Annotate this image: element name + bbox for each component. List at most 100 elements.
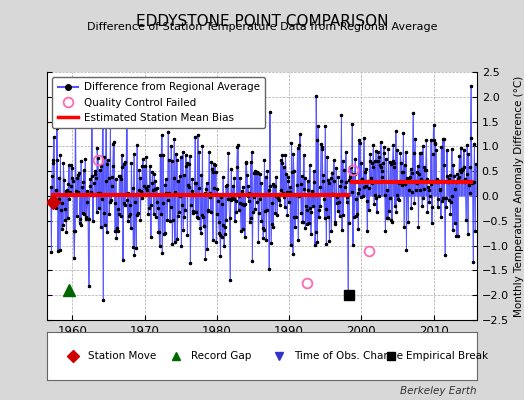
Point — [460, 147, 468, 153]
Point — [278, 160, 286, 166]
Point — [395, 180, 403, 186]
Point — [279, 164, 288, 170]
Point — [270, 183, 279, 189]
Point — [387, 217, 396, 223]
Point — [405, 175, 413, 181]
Point — [136, 175, 144, 182]
Point — [225, 215, 234, 222]
Point — [271, 210, 279, 216]
Point — [74, 172, 83, 178]
Point — [407, 165, 415, 172]
Point — [167, 142, 176, 149]
Point — [318, 146, 326, 152]
Point — [227, 166, 235, 172]
Point — [278, 152, 287, 158]
Point — [311, 228, 320, 235]
Point — [449, 162, 457, 168]
Point — [328, 191, 336, 197]
Point — [139, 191, 148, 198]
Point — [47, 183, 55, 190]
Point — [169, 175, 178, 181]
Point — [467, 83, 475, 90]
Point — [244, 183, 253, 190]
Point — [172, 157, 181, 164]
Point — [217, 194, 225, 200]
Point — [453, 232, 462, 239]
Point — [127, 224, 135, 231]
Point — [251, 206, 259, 212]
Point — [443, 173, 452, 180]
Point — [407, 205, 416, 211]
Point — [291, 192, 300, 198]
Point — [51, 203, 59, 209]
Point — [413, 163, 422, 170]
Point — [128, 192, 136, 198]
Point — [228, 195, 236, 201]
Point — [58, 200, 67, 206]
Point — [417, 150, 425, 156]
Point — [236, 175, 244, 182]
Point — [342, 149, 350, 156]
Point — [219, 174, 227, 180]
Point — [383, 187, 391, 194]
Point — [465, 182, 473, 188]
Point — [351, 170, 359, 177]
Point — [76, 216, 84, 222]
Point — [204, 208, 213, 214]
Point — [236, 200, 245, 206]
Point — [91, 168, 100, 174]
Point — [165, 156, 173, 163]
Point — [277, 157, 285, 163]
Point — [301, 224, 310, 231]
Point — [122, 191, 130, 197]
Point — [119, 256, 127, 263]
Point — [64, 162, 73, 168]
Point — [434, 196, 442, 202]
Point — [136, 217, 145, 224]
Point — [231, 198, 239, 204]
Point — [117, 212, 125, 219]
Point — [388, 218, 396, 225]
Point — [455, 173, 463, 180]
Point — [156, 152, 165, 158]
Point — [190, 180, 199, 186]
Point — [376, 162, 384, 168]
Point — [99, 124, 107, 130]
Point — [440, 136, 448, 142]
Point — [340, 191, 348, 197]
Point — [431, 140, 439, 146]
Point — [428, 219, 436, 226]
Point — [359, 193, 367, 200]
Point — [346, 174, 355, 180]
Point — [253, 199, 261, 206]
Point — [214, 218, 223, 225]
Point — [316, 184, 324, 190]
Point — [221, 224, 230, 230]
Point — [282, 189, 291, 195]
Point — [53, 156, 62, 163]
Point — [209, 169, 217, 175]
Point — [375, 154, 383, 160]
Point — [374, 149, 383, 156]
Point — [159, 200, 167, 206]
Point — [221, 231, 229, 237]
Point — [100, 154, 108, 160]
Point — [129, 150, 138, 157]
Point — [115, 211, 123, 217]
Point — [439, 136, 447, 142]
Point — [70, 228, 78, 234]
Point — [177, 243, 185, 249]
Point — [281, 152, 290, 158]
Point — [452, 179, 460, 185]
Point — [267, 239, 275, 246]
Point — [192, 180, 201, 187]
Point — [313, 137, 321, 144]
Point — [183, 232, 192, 238]
Point — [83, 188, 92, 194]
Point — [309, 203, 318, 210]
Point — [384, 215, 392, 222]
Point — [290, 168, 298, 174]
Point — [451, 220, 459, 226]
Point — [314, 213, 323, 220]
Point — [274, 193, 282, 200]
